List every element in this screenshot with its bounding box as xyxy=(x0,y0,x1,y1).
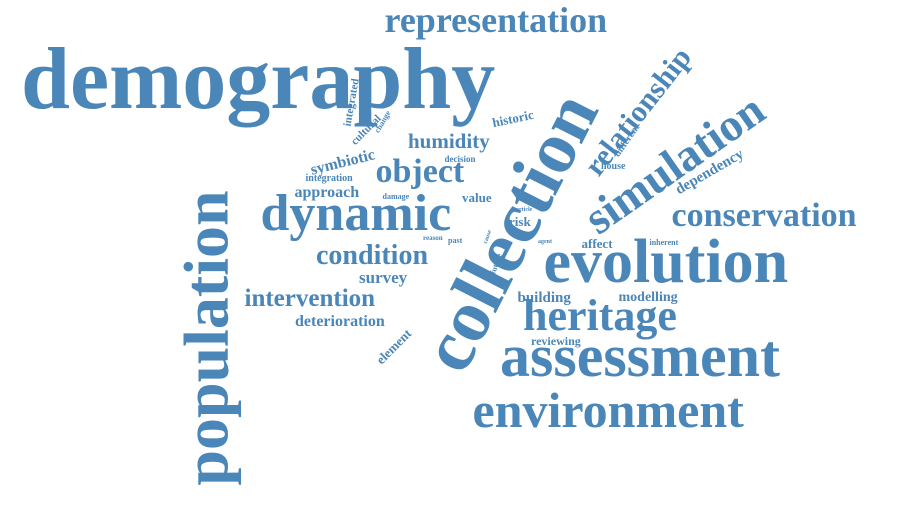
word-humidity: humidity xyxy=(408,128,490,153)
word-representation: representation xyxy=(384,0,608,40)
word-decision: decision xyxy=(444,153,476,164)
word-value: value xyxy=(462,189,492,205)
word-reviewing: reviewing xyxy=(531,334,581,348)
word-assessment: assessment xyxy=(500,323,780,389)
word-damage: damage xyxy=(382,192,410,201)
word-past: past xyxy=(448,236,463,245)
word-house: house xyxy=(601,161,626,172)
word-integration: integration xyxy=(305,173,353,184)
word-survey: survey xyxy=(359,267,408,287)
word-risk: risk xyxy=(509,213,531,229)
word-modelling: modelling xyxy=(618,290,678,305)
word-deterioration: deterioration xyxy=(295,313,385,330)
word-affect: affect xyxy=(581,235,613,251)
word-conservation: conservation xyxy=(671,197,857,234)
word-inherent: inherent xyxy=(649,238,679,247)
word-demography: demography xyxy=(21,31,496,128)
word-dynamic: dynamic xyxy=(260,185,452,242)
word-evolution: evolution xyxy=(543,228,789,296)
word-heritage: heritage xyxy=(523,291,677,340)
word-building: building xyxy=(517,289,571,306)
word-article: article xyxy=(516,207,533,213)
word-agent: agent xyxy=(538,239,552,245)
word-intervention: intervention xyxy=(244,284,376,312)
word-environment: environment xyxy=(472,382,744,438)
word-object: object xyxy=(375,153,465,190)
word-approach: approach xyxy=(294,184,360,201)
word-reason: reason xyxy=(423,233,443,242)
word-condition: condition xyxy=(316,240,429,271)
word-population: population xyxy=(170,190,242,486)
